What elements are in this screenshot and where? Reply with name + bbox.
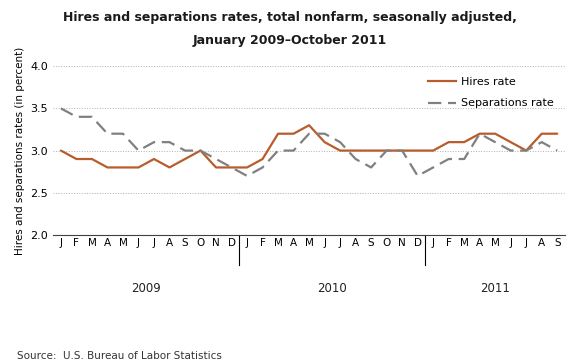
Text: Hires and separations rates, total nonfarm, seasonally adjusted,: Hires and separations rates, total nonfa… bbox=[63, 11, 517, 24]
Text: 2011: 2011 bbox=[480, 282, 510, 295]
Text: 2010: 2010 bbox=[317, 282, 347, 295]
Text: 2009: 2009 bbox=[131, 282, 161, 295]
Legend: Hires rate, Separations rate: Hires rate, Separations rate bbox=[422, 72, 560, 114]
Y-axis label: Hires and separations rates (in percent): Hires and separations rates (in percent) bbox=[15, 46, 25, 255]
Text: Source:  U.S. Bureau of Labor Statistics: Source: U.S. Bureau of Labor Statistics bbox=[17, 351, 222, 361]
Text: January 2009–October 2011: January 2009–October 2011 bbox=[193, 34, 387, 48]
